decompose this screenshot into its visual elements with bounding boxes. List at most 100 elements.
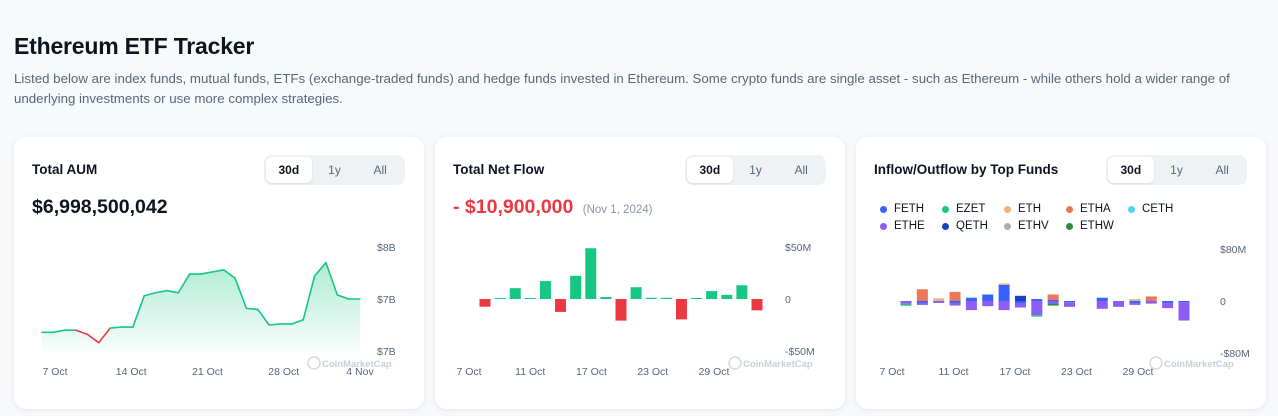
tab-1y[interactable]: 1y (328, 163, 341, 177)
net-flow-bar (479, 299, 491, 307)
fund-bar-ethw (1047, 303, 1059, 306)
coinmarketcap-logo-icon (1149, 356, 1163, 370)
legend-item-ceth[interactable]: CETH (1128, 203, 1190, 215)
tab-all[interactable]: All (373, 163, 387, 177)
fund-bar-eth (1129, 299, 1141, 301)
aum-line-segment (325, 261, 339, 296)
tab-all[interactable]: All (1215, 163, 1229, 177)
y-tick-label: $7B (377, 294, 396, 306)
fund-bar-etha (1047, 294, 1059, 300)
legend-dot-icon (1004, 222, 1011, 230)
legend-label: ETHA (1080, 203, 1111, 215)
aum-line-segment (291, 319, 305, 325)
net-flow-bar (585, 248, 597, 299)
fund-bar-ethe (1113, 301, 1125, 307)
aum-line-segment (211, 269, 225, 273)
fund-flows-card: Inflow/Outflow by Top Funds 30d 1y All F… (856, 137, 1266, 409)
fund-bar-ethe (1178, 302, 1190, 321)
fund-bar-ethe (1129, 303, 1141, 305)
x-tick-label: 29 Oct (699, 366, 730, 378)
fund-bar-ezet (900, 303, 912, 305)
tab-1y[interactable]: 1y (1170, 163, 1183, 177)
legend-label: CETH (1142, 203, 1174, 215)
tab-30d[interactable]: 30d (266, 157, 312, 183)
fund-bar-feth (1047, 299, 1059, 301)
fund-bar-eth (933, 298, 945, 301)
legend-label: EZET (956, 203, 986, 215)
fund-bar-ethw (900, 304, 912, 306)
x-tick-label: 11 Oct (515, 366, 545, 378)
page-description: Listed below are index funds, mutual fun… (14, 71, 1230, 106)
fund-bar-feth (1178, 301, 1190, 303)
net-flow-bar (706, 291, 718, 299)
net-flow-bar (751, 299, 763, 311)
total-aum-chart: $8B $7B $7B 7 Oct 14 Oct 21 Oct 28 Oct 4 NovCoi… (41, 242, 396, 378)
fund-bar-feth (965, 297, 977, 301)
legend-item-etha[interactable]: ETHA (1066, 203, 1128, 215)
net-flow-bar (675, 299, 687, 320)
fund-bar-feth (916, 301, 928, 303)
legend-item-ethw[interactable]: ETHW (1066, 220, 1128, 232)
fund-bar-feth (949, 301, 961, 303)
aum-line-segment (143, 291, 157, 297)
legend-label: FETH (894, 203, 925, 215)
net-flow-bar (555, 299, 567, 312)
total-aum-card: Total AUM 30d 1y All $6,998,500,042 $8B $… (14, 137, 424, 409)
total-aum-value: $6,998,500,042 (32, 196, 168, 218)
y-tick-label: -$80M (1220, 348, 1250, 360)
net-flow-bar (539, 281, 551, 299)
coinmarketcap-watermark: CoinMarketCap (307, 356, 392, 370)
fund-bar-etha (1145, 296, 1157, 301)
net-flow-bar (736, 285, 748, 299)
tab-all[interactable]: All (794, 163, 808, 177)
aum-line-segment (109, 326, 123, 329)
aum-line-segment (200, 271, 214, 275)
fund-bar-ethe (916, 302, 928, 305)
fund-bar-ethe (1064, 302, 1076, 307)
net-flow-bar (494, 298, 506, 299)
y-tick-label: $50M (785, 242, 811, 254)
legend-item-eth[interactable]: ETH (1004, 203, 1066, 215)
x-tick-label: 7 Oct (879, 366, 904, 378)
timeframe-selector: 30d 1y All (685, 155, 826, 185)
aum-area-fill (42, 262, 360, 351)
legend-label: ETH (1018, 203, 1041, 215)
fund-bar-feth (1064, 301, 1076, 303)
legend-item-qeth[interactable]: QETH (942, 220, 1004, 232)
watermark-text: CoinMarketCap (322, 359, 392, 370)
net-flow-value: - $10,900,000 (453, 196, 574, 218)
aum-line-segment (52, 329, 66, 334)
x-tick-label: 21 Oct (192, 366, 223, 378)
fund-bar-feth (998, 284, 1010, 301)
net-flow-bar (615, 299, 627, 321)
net-flow-bar (509, 288, 521, 299)
aum-line-segment (154, 289, 168, 294)
legend-item-feth[interactable]: FETH (880, 203, 942, 215)
legend-dot-icon (1004, 205, 1011, 213)
fund-bar-feth (1014, 301, 1026, 304)
aum-line-segment (302, 275, 316, 321)
fund-bar-etha (916, 289, 928, 301)
card-title: Total AUM (32, 162, 98, 177)
legend-item-ethe[interactable]: ETHE (880, 220, 942, 232)
legend-item-ezet[interactable]: EZET (942, 203, 1004, 215)
watermark-text: CoinMarketCap (1164, 359, 1234, 370)
legend-label: ETHE (894, 220, 925, 232)
fund-bar-ethe (1145, 301, 1157, 304)
tab-30d[interactable]: 30d (687, 157, 733, 183)
fund-bar-ethe (1162, 302, 1174, 309)
legend-dot-icon (1066, 205, 1073, 213)
fund-bar-qeth (1014, 295, 1026, 301)
fund-bar-ethe (1031, 301, 1043, 316)
y-tick-label: $7B (377, 346, 396, 358)
timeframe-selector: 30d 1y All (1106, 155, 1247, 185)
aum-line-segment (268, 323, 282, 326)
fund-bar-feth (982, 294, 994, 301)
x-tick-label: 17 Oct (1000, 366, 1031, 378)
aum-line-segment (97, 327, 111, 344)
tab-1y[interactable]: 1y (749, 163, 762, 177)
legend-item-ethv[interactable]: ETHV (1004, 220, 1066, 232)
net-flow-bar (524, 298, 536, 299)
legend-label: ETHV (1018, 220, 1049, 232)
tab-30d[interactable]: 30d (1108, 157, 1154, 183)
